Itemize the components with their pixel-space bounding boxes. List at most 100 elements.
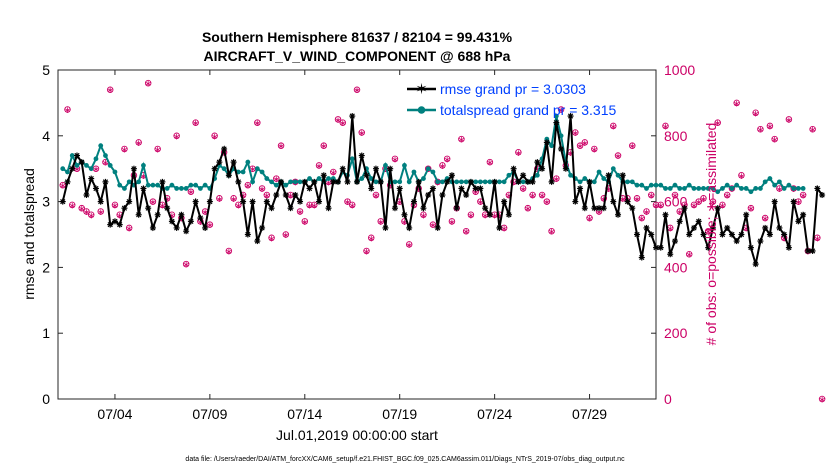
rmse-point-stroke <box>311 179 317 185</box>
obs-assimilated-point: ∗ <box>121 144 129 154</box>
obs-possible-point <box>306 201 313 209</box>
rmse-point <box>619 172 626 179</box>
totalspread-point <box>178 186 184 191</box>
obs-possible-point <box>311 201 318 209</box>
rmse-point-stroke <box>477 185 484 192</box>
obs-possible-point <box>282 231 290 238</box>
obs-possible-point <box>543 198 551 205</box>
obs-assimilated-point: ∗ <box>776 184 784 194</box>
totalspread-point <box>69 153 75 158</box>
obs-possible-point <box>709 198 717 205</box>
rmse-point-stroke <box>406 225 412 231</box>
rmse-point-stroke <box>781 231 787 238</box>
rmse-point-stroke <box>753 261 759 267</box>
rmse-point <box>439 192 446 199</box>
obs-assimilated-point: ∗ <box>367 233 375 243</box>
rmse-point-stroke <box>102 179 109 185</box>
rmse-point <box>467 178 474 185</box>
rmse-point <box>202 224 209 231</box>
rmse-point-stroke <box>131 166 137 172</box>
chart-title: Southern Hemisphere 81637 / 82104 = 99.4… <box>202 29 513 45</box>
rmse-point <box>743 211 750 218</box>
rmse-point-stroke <box>292 192 298 198</box>
rmse-point-stroke <box>335 179 341 185</box>
rmse-point <box>795 218 802 225</box>
obs-assimilated-point: ∗ <box>809 125 817 135</box>
rmse-point <box>448 172 455 179</box>
rmse-point <box>567 113 574 120</box>
obs-assimilated-point: ∗ <box>320 141 328 151</box>
rmse-point-stroke <box>743 212 749 218</box>
x-tick-label: 07/09 <box>192 406 227 422</box>
obs-assimilated-point: ∗ <box>723 191 731 201</box>
obs-assimilated-point: ∗ <box>700 194 708 204</box>
obs-assimilated-point: ∗ <box>325 177 333 187</box>
obs-possible-point <box>467 211 475 219</box>
totalspread-point <box>724 182 730 188</box>
rmse-point <box>501 198 508 205</box>
rmse-point-stroke <box>435 225 441 231</box>
rmse-point-stroke <box>150 225 156 231</box>
obs-possible-point <box>638 214 646 222</box>
rmse-point <box>804 247 811 254</box>
obs-possible-point <box>591 145 598 153</box>
rmse-point-stroke <box>373 166 379 172</box>
obs-possible-point <box>235 201 242 209</box>
obs-assimilated-point: ∗ <box>159 200 167 210</box>
rmse-point <box>292 192 299 199</box>
rmse-point-stroke <box>197 215 204 221</box>
rmse-point <box>496 224 503 231</box>
totalspread-point <box>743 186 749 191</box>
obs-assimilated-point: ∗ <box>652 200 660 210</box>
obs-assimilated-point: ∗ <box>140 171 148 181</box>
rmse-point-stroke <box>458 185 465 192</box>
totalspread-point <box>292 179 298 185</box>
rmse-point-stroke <box>287 205 294 211</box>
rmse-point-stroke <box>596 205 602 211</box>
rmse-point <box>752 261 759 268</box>
y-left-tick-label: 3 <box>42 194 50 210</box>
obs-assimilated-point: ∗ <box>68 200 76 210</box>
totalspread-point <box>739 186 744 191</box>
totalspread-point <box>463 179 469 185</box>
totalspread-point <box>454 179 460 185</box>
obs-assimilated-point: ∗ <box>329 167 337 177</box>
rmse-point <box>785 244 792 251</box>
rmse-point <box>59 198 66 205</box>
obs-assimilated-point: ∗ <box>519 184 527 194</box>
obs-possible-point <box>799 191 807 199</box>
obs-possible-point <box>315 162 323 169</box>
obs-possible-point <box>216 195 223 202</box>
rmse-point-stroke <box>202 225 208 231</box>
obs-assimilated-point: ∗ <box>125 223 133 233</box>
totalspread-point <box>772 182 778 188</box>
rmse-point <box>766 231 773 238</box>
rmse-point-stroke <box>620 172 626 178</box>
obs-possible-point <box>420 211 427 219</box>
rmse-point <box>254 238 261 245</box>
rmse-point-stroke <box>800 212 806 218</box>
rmse-point <box>695 218 702 225</box>
obs-possible-point <box>339 119 347 126</box>
obs-possible-point <box>529 191 536 199</box>
totalspread-point <box>781 186 787 191</box>
rmse-point <box>73 152 80 159</box>
obs-assimilated-point: ∗ <box>353 85 361 95</box>
obs-assimilated-point: ∗ <box>548 227 556 237</box>
rmse-point <box>586 178 593 185</box>
obs-possible-point <box>230 195 237 202</box>
obs-possible-point <box>633 195 641 202</box>
y-right-tick-label: 800 <box>664 128 688 144</box>
rmse-point-stroke <box>487 212 493 218</box>
rmse-point-stroke <box>264 198 270 205</box>
totalspread-point <box>397 179 403 185</box>
totalspread-point <box>501 179 507 185</box>
obs-assimilated-point: ∗ <box>420 210 428 220</box>
obs-possible-point <box>244 181 252 189</box>
obs-possible-point <box>747 204 755 212</box>
rmse-point <box>757 238 764 245</box>
obs-possible-point <box>600 195 608 202</box>
totalspread-point <box>715 189 721 195</box>
obs-assimilated-point: ∗ <box>382 164 390 174</box>
rmse-point <box>164 205 171 212</box>
